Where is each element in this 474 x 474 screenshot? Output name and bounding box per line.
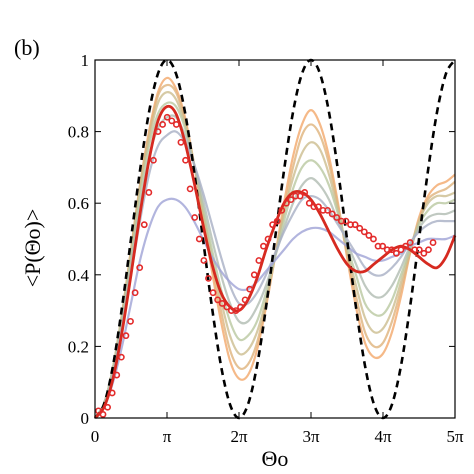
plot-lines — [93, 58, 457, 420]
data-point — [182, 156, 189, 164]
data-point — [223, 303, 231, 311]
data-point — [191, 214, 199, 221]
data-point — [392, 249, 400, 257]
x-tick-label: π — [163, 427, 172, 446]
x-tick-label: 5π — [446, 427, 464, 446]
data-point — [420, 249, 428, 257]
data-point — [154, 128, 162, 135]
ideal-curve — [93, 58, 457, 420]
data-point — [117, 353, 125, 361]
x-tick-label: 0 — [91, 427, 100, 446]
data-point — [186, 185, 194, 193]
data-point — [282, 199, 290, 207]
data-point — [214, 296, 222, 304]
data-point — [296, 192, 304, 200]
data-point — [163, 113, 171, 121]
data-point — [108, 389, 116, 397]
y-axis-title: <P(Θo)> — [20, 209, 45, 288]
data-point — [425, 246, 432, 254]
data-point — [260, 242, 267, 250]
plot-frame — [94, 59, 456, 419]
data-point — [379, 242, 387, 250]
data-point — [246, 285, 254, 293]
data-point — [402, 242, 409, 250]
x-tick-label: 4π — [374, 427, 392, 446]
x-tick-label: 2π — [230, 427, 248, 446]
data-point — [287, 196, 295, 204]
y-tick-label: 0.8 — [68, 123, 89, 142]
data-point — [328, 210, 336, 218]
panel-label: (b) — [14, 35, 40, 60]
x-axis-title: Θo — [262, 446, 289, 471]
data-point — [150, 156, 157, 164]
data-point — [273, 217, 281, 225]
data-point — [315, 203, 322, 211]
y-axis-ticks: 0 0.2 0.4 0.6 0.8 1 — [68, 51, 455, 428]
data-point — [264, 235, 272, 243]
y-tick-label: 0 — [81, 409, 90, 428]
data-point — [131, 289, 139, 297]
data-point — [232, 307, 240, 314]
data-point — [209, 289, 217, 297]
data-point — [145, 189, 153, 196]
data-point — [250, 271, 258, 279]
data-point — [278, 206, 286, 214]
data-point — [305, 199, 313, 207]
data-point — [200, 257, 208, 264]
data-point — [113, 371, 121, 379]
data-point — [406, 239, 414, 246]
data-point — [351, 221, 359, 229]
data-point — [388, 246, 396, 254]
data-point — [397, 246, 405, 254]
data-point — [342, 217, 350, 225]
plot-points — [95, 113, 437, 418]
data-point — [370, 235, 377, 243]
data-point — [136, 264, 144, 272]
y-tick-label: 0.4 — [68, 266, 90, 285]
y-tick-label: 0.2 — [68, 337, 89, 356]
data-point — [99, 411, 107, 418]
data-point — [269, 221, 277, 229]
data-point — [356, 224, 364, 232]
data-point — [95, 407, 102, 415]
data-point — [195, 235, 203, 243]
data-point — [159, 121, 167, 128]
y-tick-label: 0.6 — [68, 194, 89, 213]
data-point — [324, 206, 332, 214]
data-point — [301, 189, 309, 196]
data-point — [122, 332, 130, 340]
data-point — [104, 403, 112, 411]
data-point — [360, 228, 368, 236]
x-tick-label: 3π — [302, 427, 320, 446]
data-point — [415, 246, 423, 254]
data-point — [333, 214, 341, 221]
data-point — [429, 239, 437, 246]
y-tick-label: 1 — [81, 51, 90, 70]
x-axis-ticks: 0 π 2π 3π 4π 5π — [91, 60, 464, 446]
data-point — [168, 117, 176, 125]
data-point — [177, 138, 185, 146]
data-point — [241, 296, 249, 304]
data-point — [140, 221, 148, 229]
data-point — [127, 317, 134, 325]
data-point — [172, 121, 180, 128]
data-point — [237, 303, 244, 311]
data-point — [205, 274, 212, 282]
model-curve — [94, 130, 455, 419]
data-point — [218, 300, 226, 307]
data-point — [365, 232, 373, 239]
data-point — [255, 257, 263, 264]
